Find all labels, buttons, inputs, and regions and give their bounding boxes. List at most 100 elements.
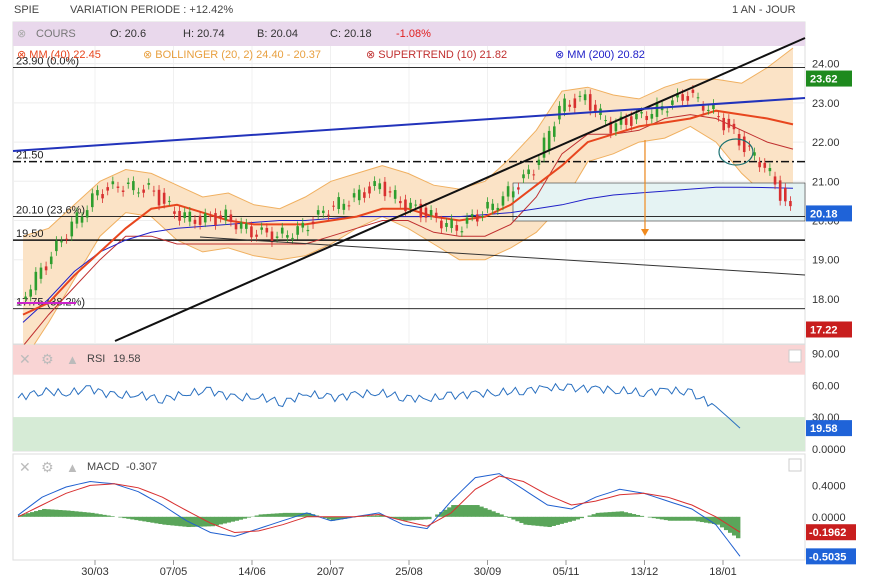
candle-body (583, 94, 587, 101)
close-value: C: 20.18 (330, 28, 372, 40)
candle-body (39, 267, 43, 279)
candle-body (373, 181, 376, 187)
macd-hist-bar (222, 516, 227, 524)
candle-body (193, 219, 197, 224)
macd-hist-bar (290, 512, 296, 517)
macd-hist-bar (683, 516, 689, 521)
candle-body (60, 241, 63, 243)
rsi-title: RSI (87, 353, 105, 365)
rsi-line (17, 382, 741, 429)
macd-hist-bar (611, 511, 617, 517)
macd-hist-bar (198, 516, 203, 527)
candle-body (753, 152, 756, 156)
bollinger-legend-text: BOLLINGER (20, 2) 24.40 - 20.37 (155, 49, 321, 61)
mm200-legend: ⊗ MM (200) 20.82 (555, 49, 645, 61)
rsi-oversold-zone (13, 417, 805, 451)
rsi-maximize-icon[interactable] (788, 349, 802, 363)
macd-hist-bar (691, 516, 697, 521)
macd-hist-bar (326, 516, 332, 520)
macd-hist-bar (194, 516, 199, 527)
candle-body (486, 201, 489, 209)
resistance-trend-line[interactable] (12, 97, 806, 152)
macd-hist-bar (170, 516, 175, 526)
candle-body (440, 220, 443, 229)
macd-hist-bar (663, 516, 669, 521)
macd-hist-bar (202, 516, 207, 527)
macd-hist-bar (226, 516, 231, 523)
candle-body (286, 235, 289, 238)
candle-body (476, 214, 479, 222)
candle-body (481, 215, 484, 217)
price-badge (806, 205, 852, 222)
macd-toolbar: ✕ ⚙ ▲ MACD -0.307 (19, 458, 802, 475)
candle-body (132, 181, 135, 191)
uptrend-line[interactable] (114, 37, 806, 342)
macd-hist-bar (667, 516, 673, 521)
price-badge-label: 20.18 (810, 208, 838, 220)
candle-body (573, 98, 577, 108)
candle-body (311, 221, 315, 225)
macd-maximize-icon[interactable] (788, 458, 802, 472)
period-label[interactable]: 1 AN - JOUR (732, 4, 796, 16)
macd-hist-bar (647, 516, 653, 518)
price-badge-label: 17.22 (810, 324, 838, 336)
macd-hist-bar (258, 514, 264, 517)
candle-body (352, 193, 356, 198)
macd-badges: -0.1962 -0.5035 (806, 524, 856, 565)
lower-trend-line[interactable] (199, 236, 806, 276)
macd-hist-bar (495, 512, 500, 517)
macd-hist-bar (615, 511, 621, 517)
macd-settings-icon[interactable]: ⚙ (41, 459, 54, 475)
candle-body (501, 196, 505, 206)
macd-hist-bar (507, 516, 512, 518)
macd-badge (806, 548, 856, 565)
macd-hist-bar (399, 516, 404, 520)
macd-move-up-icon[interactable]: ▲ (66, 460, 79, 475)
candle-body (296, 226, 299, 235)
rsi-settings-icon[interactable]: ⚙ (41, 351, 54, 367)
macd-hist-bar (411, 516, 416, 521)
candle-body (527, 169, 530, 175)
macd-hist-bar (455, 505, 460, 517)
candle-body (265, 227, 269, 233)
candle-body (209, 216, 212, 218)
candle-body (260, 227, 263, 230)
x-tick-label: 13/12 (631, 566, 659, 578)
candle-body (537, 159, 541, 166)
rsi-move-up-icon[interactable]: ▲ (66, 352, 79, 367)
macd-hist-bar (651, 516, 657, 519)
x-tick-label: 14/06 (238, 566, 266, 578)
macd-hist-bar (86, 512, 91, 517)
macd-hist-bar (106, 515, 111, 517)
candle-body (522, 174, 525, 179)
macd-hist-bar (334, 516, 340, 521)
macd-hist-bar (483, 508, 488, 517)
macd-hist-bar (631, 514, 637, 517)
rsi-tick-label: 90.00 (812, 348, 840, 360)
candle-body (563, 98, 566, 112)
macd-hist-bar (70, 510, 75, 517)
candle-body (224, 209, 228, 221)
macd-hist-bar (370, 515, 376, 517)
macd-hist-bar (423, 516, 428, 520)
candle-body (75, 212, 79, 224)
candle-body (383, 181, 387, 197)
macd-hist-bar (174, 516, 179, 526)
x-tick-label: 18/01 (709, 566, 737, 578)
x-tick-label: 25/08 (395, 566, 423, 578)
macd-hist-bar (246, 516, 252, 518)
candle-body (388, 191, 392, 193)
rsi-close-icon[interactable]: ✕ (19, 351, 31, 367)
price-badge (806, 70, 852, 87)
macd-close-icon[interactable]: ✕ (19, 459, 31, 475)
macd-hist-bar (563, 516, 568, 523)
candle-body (198, 215, 202, 225)
candle-body (640, 112, 643, 114)
macd-hist-bar (511, 516, 516, 520)
macd-hist-bar (687, 516, 693, 521)
macd-hist-bar (242, 516, 248, 519)
